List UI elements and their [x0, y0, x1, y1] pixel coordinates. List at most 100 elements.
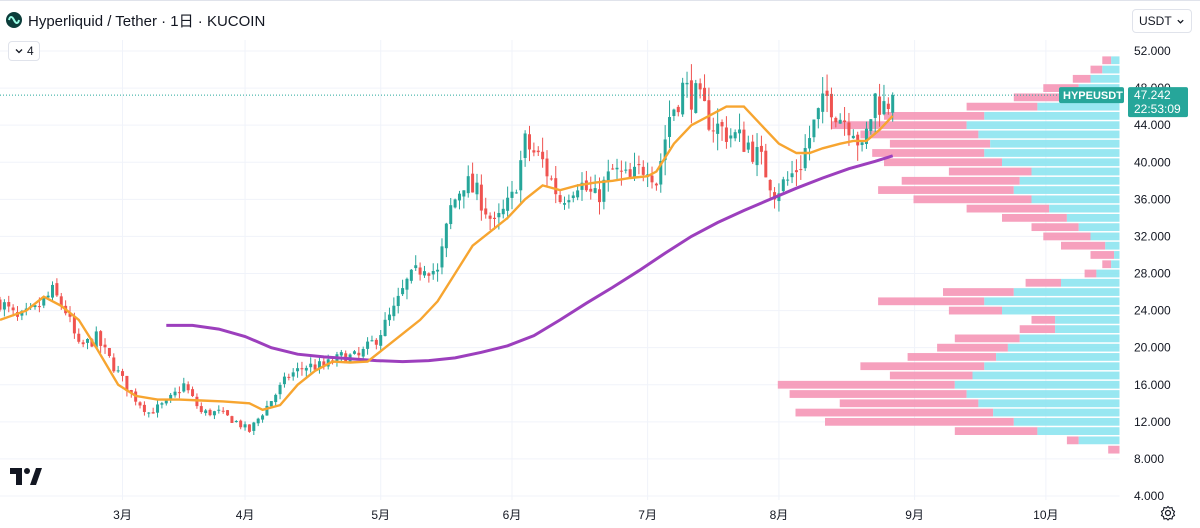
candle-body: [287, 376, 291, 378]
candle-body: [370, 340, 374, 342]
candle-body: [352, 351, 356, 354]
candle-body: [821, 93, 825, 112]
candle-body: [300, 368, 304, 370]
candle-body: [882, 101, 886, 115]
candlestick-series: [0, 64, 895, 435]
candle-body: [641, 166, 645, 175]
vp-bar-up: [1037, 427, 1120, 435]
candle-body: [781, 179, 785, 192]
candle-body: [112, 357, 116, 372]
volume-profile: [777, 56, 1120, 454]
last-price-value: 47.242: [1134, 88, 1171, 102]
candle-body: [418, 267, 422, 275]
candle-body: [199, 406, 203, 413]
vp-bar-down: [901, 176, 1020, 185]
candle-body: [186, 384, 190, 391]
candle-body: [812, 119, 816, 138]
candle-body: [99, 331, 103, 346]
candle-body: [357, 352, 361, 356]
candle-body: [475, 182, 479, 195]
vp-bar-up: [1013, 417, 1120, 426]
candle-body: [519, 160, 523, 191]
vp-bar-up: [1066, 213, 1120, 222]
candle-body: [751, 141, 755, 162]
candle-body: [457, 193, 461, 201]
vp-bar-down: [948, 167, 1032, 176]
candle-body: [466, 176, 470, 194]
currency-select[interactable]: USDT: [1132, 9, 1192, 33]
candle-body: [689, 80, 693, 110]
candle-body: [81, 342, 85, 345]
vp-bar-down: [878, 186, 1014, 194]
candle-body: [322, 361, 326, 366]
vp-bar-up: [1031, 167, 1120, 176]
vp-bar-down: [872, 149, 985, 157]
vp-bar-down: [966, 102, 1038, 111]
candle-body: [668, 117, 672, 137]
vp-bar-up: [1013, 186, 1120, 194]
candle-body: [269, 401, 273, 407]
candle-body: [33, 305, 37, 308]
indicators-collapse-button[interactable]: 4: [8, 41, 40, 61]
tradingview-logo-icon[interactable]: [10, 468, 42, 491]
vp-bar-down: [1025, 278, 1061, 287]
candle-body: [304, 367, 308, 371]
candle-body: [541, 151, 545, 160]
chevron-down-icon: [15, 49, 23, 54]
candle-body: [492, 217, 496, 219]
candle-body: [711, 130, 715, 132]
countdown-value: 22:53:09: [1134, 102, 1181, 116]
candle-body: [177, 392, 181, 394]
candle-body: [794, 170, 798, 173]
candle-body: [729, 135, 733, 139]
candle-body: [77, 333, 81, 342]
vp-bar-up: [984, 362, 1120, 371]
candle-body: [624, 169, 628, 171]
candle-body: [387, 314, 391, 321]
candle-body: [121, 371, 125, 376]
candle-body: [156, 404, 160, 413]
vp-bar-down: [839, 399, 979, 408]
candle-body: [431, 271, 435, 275]
candle-body: [396, 295, 400, 307]
vp-bar-down: [795, 408, 994, 417]
candle-body: [479, 184, 483, 211]
candle-body: [309, 363, 313, 368]
symbol-tag-label: HYPEUSDT: [1063, 90, 1123, 102]
candle-body: [790, 173, 794, 178]
vp-bar-down: [907, 353, 997, 361]
candle-body: [703, 87, 707, 102]
candle-body: [506, 197, 510, 211]
candle-body: [265, 405, 269, 416]
vp-bar-up: [1007, 343, 1120, 352]
vp-bar-up: [1019, 176, 1120, 185]
ma-fast-line: [0, 105, 894, 412]
candle-body: [659, 160, 663, 185]
candle-body: [497, 212, 501, 218]
candle-body: [374, 339, 378, 345]
candle-body: [527, 134, 531, 150]
candle-body: [0, 299, 2, 310]
candle-body: [567, 200, 571, 203]
candle-body: [764, 150, 768, 178]
candle-body: [383, 319, 387, 337]
symbol-title-bar[interactable]: Hyperliquid / Tether · 1日 · KUCOIN: [0, 0, 265, 40]
vp-bar-down: [937, 343, 1008, 352]
candle-body: [851, 135, 855, 139]
candle-body: [392, 305, 396, 317]
candle-body: [46, 295, 50, 298]
x-tick-label: 10月: [1033, 508, 1058, 522]
candle-body: [208, 409, 212, 416]
candle-body: [681, 82, 685, 115]
candle-body: [125, 375, 129, 392]
vp-bar-up: [1114, 251, 1120, 259]
candle-body: [698, 83, 702, 90]
candle-body: [676, 106, 680, 113]
candle-body: [414, 265, 418, 269]
candle-body: [191, 389, 195, 397]
candle-body: [11, 307, 15, 311]
candle-body: [606, 171, 610, 182]
vp-bar-up: [1013, 288, 1120, 296]
gear-icon[interactable]: [1160, 505, 1176, 526]
